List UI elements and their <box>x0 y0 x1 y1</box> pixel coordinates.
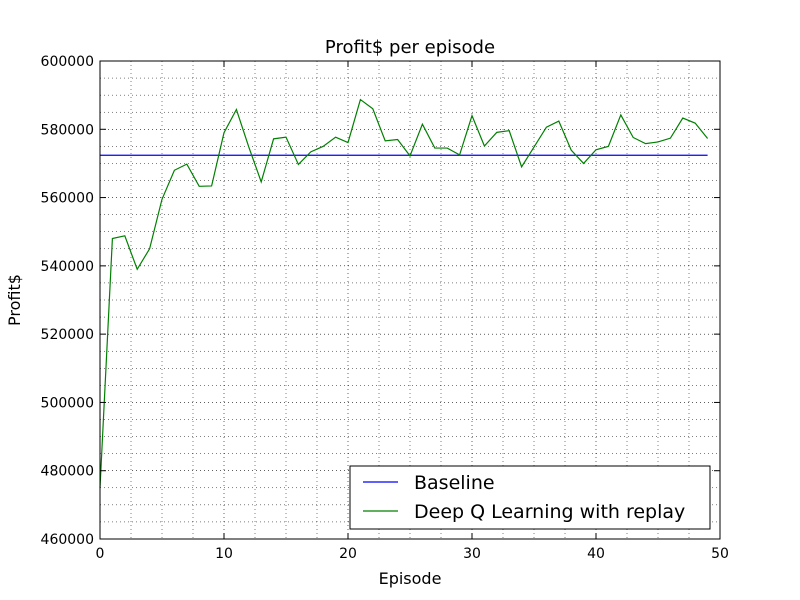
series-line-1 <box>99 98 709 488</box>
plot-frame <box>99 60 721 540</box>
y-tick-label: 580000 <box>41 122 94 138</box>
series-layer <box>99 98 709 488</box>
x-tick-label: 40 <box>587 546 605 562</box>
y-tick-label: 480000 <box>41 464 94 480</box>
y-tick-label: 500000 <box>41 395 94 411</box>
x-axis-title: Episode <box>379 569 442 588</box>
y-tick-label: 600000 <box>41 54 94 70</box>
legend: Baseline Deep Q Learning with replay <box>349 465 711 530</box>
x-tick-label: 20 <box>339 546 357 562</box>
x-tick-label: 30 <box>463 546 481 562</box>
y-tick-label: 520000 <box>41 327 94 343</box>
legend-label-deep-q-learning: Deep Q Learning with replay <box>414 501 685 523</box>
legend-box <box>349 465 711 530</box>
legend-label-baseline: Baseline <box>414 472 495 494</box>
y-axis-title: Profit$ <box>5 274 24 326</box>
tick-layer: 0 10 20 30 40 50 460000 480000 500000 520000 54000… <box>41 54 729 562</box>
y-tick-label: 560000 <box>41 191 94 207</box>
x-tick-label: 10 <box>215 546 233 562</box>
chart-title: Profit$ per episode <box>325 37 495 58</box>
x-tick-label: 0 <box>96 546 105 562</box>
x-tick-label: 50 <box>711 546 729 562</box>
y-tick-label: 540000 <box>41 259 94 275</box>
y-tick-label: 460000 <box>41 532 94 548</box>
